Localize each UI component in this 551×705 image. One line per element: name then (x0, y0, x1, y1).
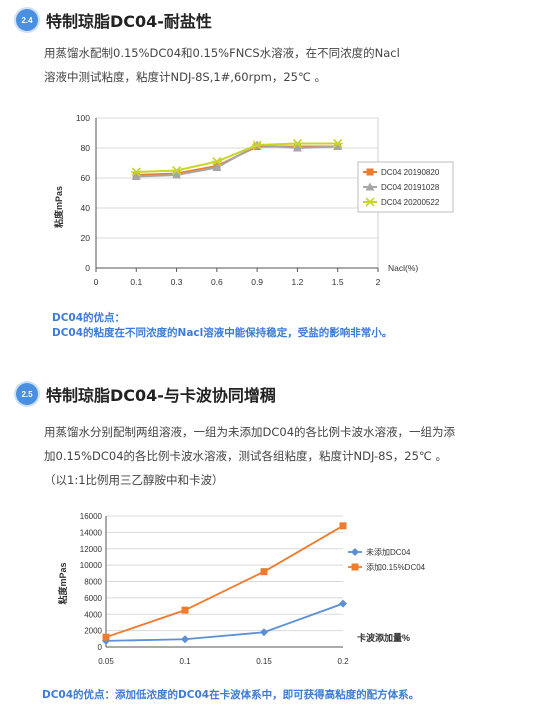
series-line-3 (136, 142, 338, 173)
data-point (131, 167, 142, 177)
legend-marker (365, 182, 375, 191)
data-point (181, 635, 189, 644)
data-point (211, 156, 222, 167)
data-point (260, 568, 268, 576)
x-tick-label: 1.5 (332, 277, 344, 287)
data-point (339, 599, 347, 608)
y-tick-label: 20 (81, 233, 91, 243)
data-point (292, 143, 302, 152)
legend-label: DC04 20200522 (381, 198, 440, 207)
y-tick-label: 14000 (80, 528, 103, 537)
x-axis-label: 卡波添加量% (357, 632, 410, 643)
section-paragraph-line-2: 加0.15%DC04的各比例卡波水溶液，测试各组粘度，粘度计NDJ-8S，25℃… (44, 449, 447, 463)
x-tick-label: 0.9 (251, 277, 263, 287)
y-axis-label: 粘度mPas (57, 562, 68, 605)
carbomer-synergy-chart: 0 2000 4000 6000 8000 10000 12000 14000 16000 0.0… (57, 512, 426, 666)
section-title-2-4: 特制琼脂DC04-耐盐性 (46, 12, 212, 31)
legend-label: DC04 20190820 (381, 168, 440, 177)
legend-marker (351, 548, 359, 556)
series-line-2 (136, 143, 338, 178)
x-tick-label: 0.1 (130, 277, 142, 287)
x-tick-label: 0.6 (211, 277, 223, 287)
legend-marker (351, 563, 359, 571)
x-axis-label: Nacl(%) (388, 263, 418, 273)
section-paragraph-line-1: 用蒸馏水配制0.15%DC04和0.15%FNCS水溶液，在不同浓度的Nacl (44, 46, 400, 60)
x-tick-label: 0.1 (179, 657, 191, 666)
legend-marker (365, 197, 375, 207)
y-tick-label: 16000 (80, 512, 103, 521)
legend-marker (366, 168, 374, 176)
x-tick-label: 1.2 (292, 277, 304, 287)
data-point (172, 170, 182, 179)
data-point (292, 138, 303, 149)
data-point (252, 140, 263, 150)
section-paragraph-line-2: 溶液中测试粘度，粘度计NDJ-8S,1#,60rpm，25℃ 。 (44, 70, 327, 84)
nacl-viscosity-chart: 0 20 40 60 80 100 0 0.1 0.3 0.6 0.9 1.2 1.5 2 Nacl(%) 粘… (53, 113, 454, 287)
y-tick-label: 6000 (84, 594, 102, 603)
advantage-note-text: DC04的优点：添加低浓度的DC04在卡波体系中，即可获得高粘度的配方体系。 (42, 689, 420, 701)
data-point (332, 138, 343, 149)
section-badge-2-5: 2.5 (16, 383, 38, 405)
data-point (171, 165, 182, 176)
y-tick-label: 60 (81, 173, 91, 183)
section-title-2-5: 特制琼脂DC04-与卡波协同增稠 (46, 386, 276, 405)
y-tick-label: 8000 (84, 578, 102, 587)
data-point (260, 628, 268, 637)
legend-label: 未添加DC04 (366, 547, 411, 557)
y-tick-label: 100 (76, 113, 90, 123)
series-line-1 (105, 602, 344, 642)
legend-label: 添加0.15%DC04 (366, 562, 426, 572)
series-line-2 (105, 525, 344, 639)
y-axis-label: 粘度mPas (53, 186, 64, 229)
data-point (131, 172, 141, 180)
y-tick-label: 40 (81, 203, 91, 213)
data-point (339, 522, 347, 530)
section-badge-2-4: 2.4 (16, 9, 38, 31)
y-tick-label: 80 (81, 143, 91, 153)
x-tick-label: 0.15 (256, 657, 272, 666)
data-point (333, 142, 343, 150)
advantage-note-text: DC04的粘度在不同浓度的Nacl溶液中能保持稳定，受盐的影响非常小。 (52, 327, 393, 339)
x-tick-label: 0.2 (337, 657, 349, 666)
advantage-note-title: DC04的优点： (52, 312, 126, 324)
data-point (102, 633, 110, 641)
y-tick-label: 0 (98, 643, 103, 652)
section-paragraph-line-1: 用蒸馏水分别配制两组溶液，一组为未添加DC04的各比例卡波水溶液，一组为添 (44, 425, 456, 439)
y-tick-label: 4000 (84, 610, 102, 619)
x-tick-label: 2 (376, 277, 381, 287)
y-tick-label: 2000 (84, 627, 102, 636)
data-point (212, 163, 222, 171)
x-tick-label: 0 (94, 277, 99, 287)
legend-label: DC04 20191028 (381, 183, 440, 192)
x-tick-label: 0.05 (98, 657, 114, 666)
y-tick-label: 12000 (80, 545, 103, 554)
y-tick-label: 10000 (80, 561, 103, 570)
x-tick-label: 0.3 (171, 277, 183, 287)
y-tick-label: 0 (85, 263, 90, 273)
data-point (181, 606, 189, 614)
section-paragraph-line-3: （以1:1比例用三乙醇胺中和卡波） (44, 473, 224, 487)
